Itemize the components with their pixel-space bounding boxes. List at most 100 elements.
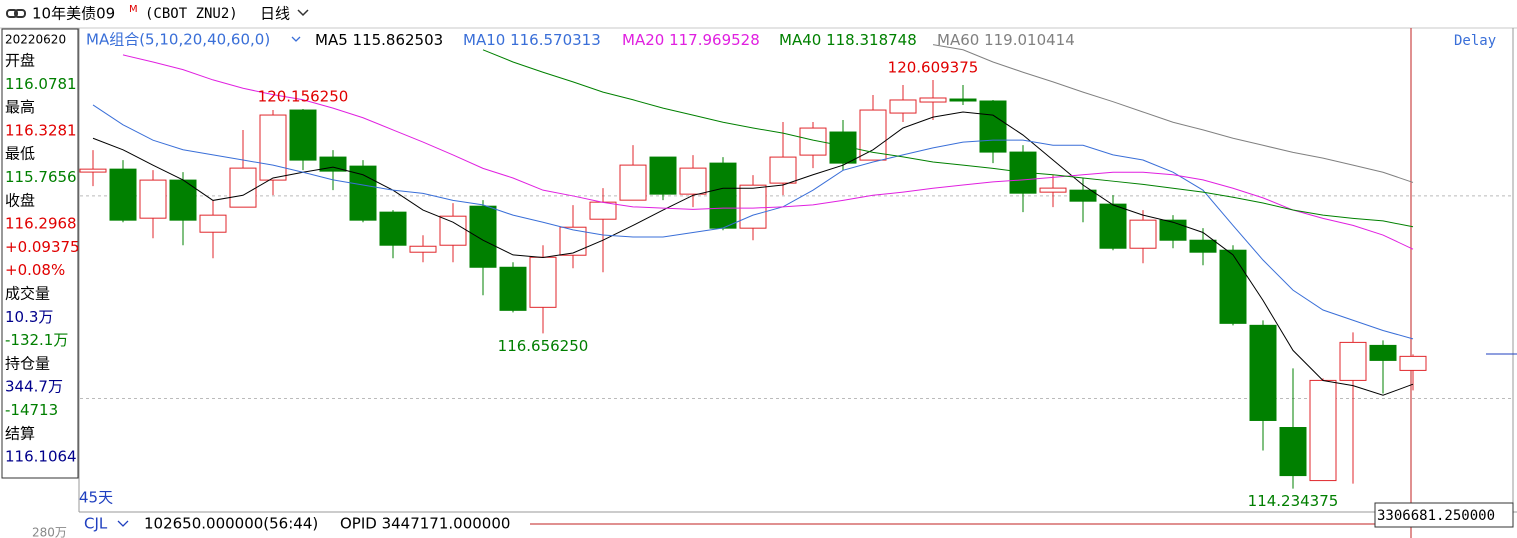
legend-value: 119.010414 [984,31,1075,49]
indicator-name[interactable]: CJL [84,515,108,533]
legend-entry: MA5 115.862503 [315,31,443,49]
candle-body [1159,219,1187,241]
delay-status: Delay [1454,33,1496,49]
price-annotation: 120.156250 [258,88,349,106]
candle-body [619,164,647,201]
legend-name: MA20 [622,31,664,49]
candle-body [79,168,107,173]
cursor-value-box [1374,502,1514,528]
candle-body [1399,355,1427,371]
legend-name: MA5 [315,31,348,49]
legend-entry: MA40 118.318748 [779,31,917,49]
candle-body [1279,427,1307,477]
candle-body [1309,379,1337,482]
volume-text: 102650.000000(56:44) [144,515,318,533]
candle-body [229,167,257,208]
candle-body [1039,187,1067,193]
legend-entry: MA20 117.969528 [622,31,760,49]
candle-body [529,256,557,308]
info-row: 持仓量 [5,354,50,372]
candle-body [289,109,317,161]
candle-body [349,165,377,221]
info-row: 116.0781 [5,75,77,93]
legend-entry: MA10 116.570313 [463,31,601,49]
candle-body [409,245,437,253]
candle-body [979,100,1007,153]
candle-body [649,156,677,195]
indicator-chevron[interactable] [117,520,129,527]
ma-line [932,44,1414,183]
legend-entry: MA60 119.010414 [937,31,1075,49]
symbol: (CBOT ZNU2) [145,6,238,22]
info-row: 收盘 [5,191,35,209]
candle-body [859,109,887,161]
cursor-value: 3306681.250000 [1377,508,1495,524]
legend-value: 115.862503 [353,31,444,49]
legend-value: 117.969528 [669,31,760,49]
candle-body [1249,324,1277,421]
day-count: 45天 [79,489,113,507]
info-row: +0.09375 [5,238,80,256]
instrument-title[interactable]: 10年美债09 [32,5,115,23]
candle-body [469,205,497,268]
info-row: 116.3281 [5,121,77,139]
candle-body [589,201,617,220]
period-chevron[interactable] [297,9,309,17]
candle-body [709,162,737,229]
info-panel [1,28,79,479]
info-row: -14713 [5,401,58,419]
ma-group-label[interactable]: MA组合(5,10,20,40,60,0) [86,31,270,49]
candle-body [679,167,707,195]
candle-body [889,99,917,114]
info-row: 10.3万 [5,308,53,326]
candle-body [379,211,407,246]
info-row: 最低 [5,145,35,163]
info-date: 20220620 [5,33,66,47]
candle-body [109,168,137,221]
ma-chevron[interactable] [291,36,301,42]
ma-line [92,104,1414,340]
info-row: 最高 [5,98,35,116]
ma-line [482,49,1414,228]
candle-body [739,184,767,229]
candle-body [439,215,467,246]
ma-line [122,54,1414,250]
candle-body [919,97,947,103]
scale-label: 280万 [32,526,67,538]
candle-body [949,98,977,102]
candle-body [1339,341,1367,381]
candle-body [139,179,167,219]
candle-body [199,214,227,233]
info-row: 开盘 [5,52,35,70]
legend-name: MA40 [779,31,821,49]
ma-line [92,111,1414,396]
legend-name: MA10 [463,31,505,49]
price-annotation: 114.234375 [1248,492,1339,510]
open-interest-text: OPID 3447171.000000 [340,515,510,533]
info-row: -132.1万 [5,331,68,349]
candle-body [499,266,527,311]
title-mark: M [129,4,138,15]
legend-value: 116.570313 [510,31,601,49]
info-row: 116.2968 [5,215,77,233]
candle-body [1129,219,1157,249]
info-row: 116.1064 [5,448,77,466]
candle-body [1189,239,1217,253]
candle-body [1069,189,1097,202]
price-annotation: 120.609375 [888,58,979,76]
candle-body [1369,344,1397,361]
info-row: 344.7万 [5,378,63,396]
candle-body [769,156,797,184]
info-row: 结算 [5,424,35,442]
legend-value: 118.318748 [826,31,917,49]
info-row: 115.7656 [5,168,77,186]
price-annotation: 116.656250 [498,337,589,355]
period[interactable]: 日线 [260,5,290,23]
candle-body [1099,203,1127,249]
candle-body [1219,249,1247,324]
candle-body [259,114,287,181]
info-row: 成交量 [5,285,50,303]
info-row: +0.08% [5,261,65,279]
